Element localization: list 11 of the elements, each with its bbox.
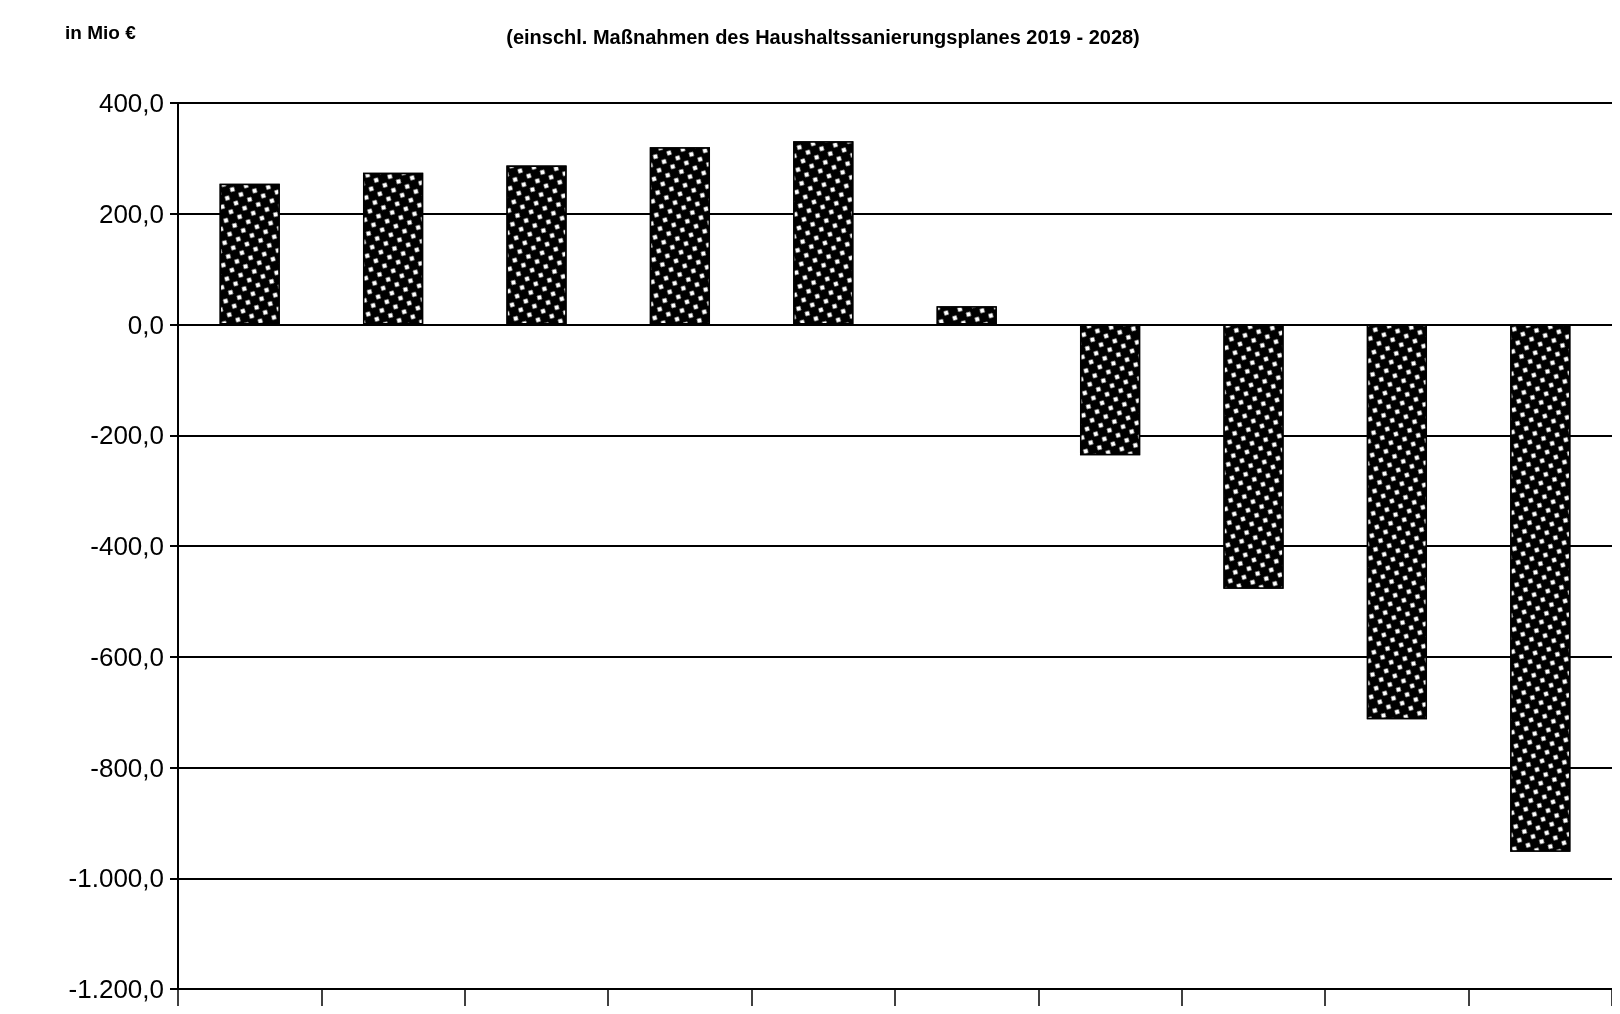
y-tick-label: 0,0 <box>127 309 164 340</box>
y-tick-label: -400,0 <box>90 531 164 561</box>
y-tick-label: 200,0 <box>98 198 164 229</box>
y-tick-label: -1.200,0 <box>68 974 164 1004</box>
y-tick-label: -1.000,0 <box>68 863 164 894</box>
y-axis-title: in Mio € <box>65 22 137 43</box>
y-tick-label: -600,0 <box>90 641 164 672</box>
y-tick-label: 400,0 <box>98 88 164 118</box>
chart-subtitle: (einschl. Maßnahmen des Haushaltssanierungsplanes 2019 - 2028) <box>506 26 1140 48</box>
y-tick-label: -800,0 <box>90 752 164 783</box>
y-tick-label: -200,0 <box>90 420 164 451</box>
